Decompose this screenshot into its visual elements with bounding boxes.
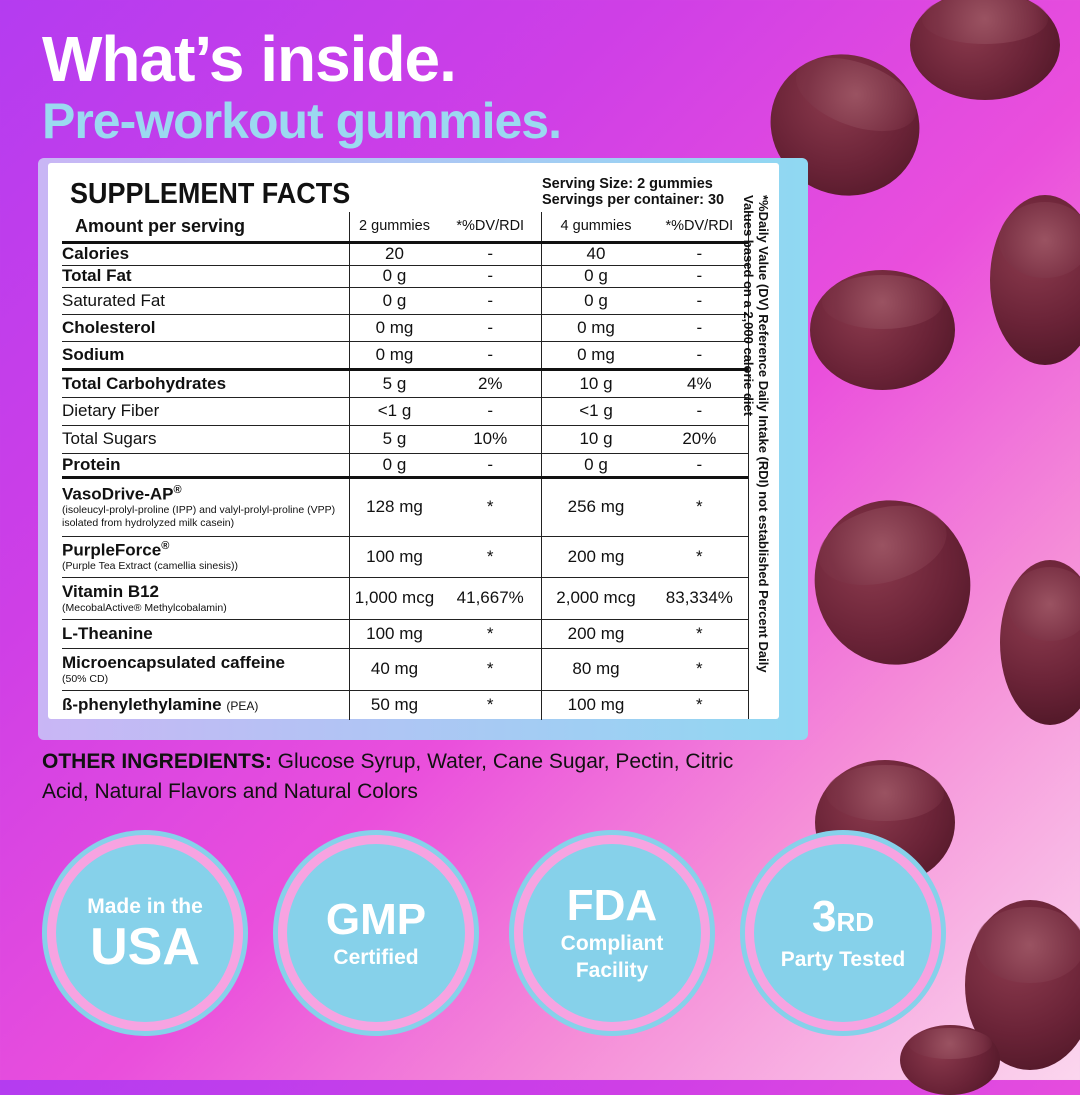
table-row: Microencapsulated caffeine (50% CD) 40 mg… — [62, 648, 749, 691]
table-row: Sodium 0 mg - 0 mg - — [62, 341, 749, 371]
badge-text: Facility — [575, 959, 649, 982]
other-ingredients-label: OTHER INGREDIENTS: — [42, 750, 272, 773]
gummy-image — [796, 482, 989, 683]
badge-text: Certified — [333, 945, 419, 969]
table-header: Amount per serving 2 gummies *%DV/RDI 4 … — [62, 212, 749, 244]
table-row: PurpleForce® (Purple Tea Extract (camelli… — [62, 536, 749, 578]
badge-text: Party Tested — [780, 948, 906, 971]
table-row: Cholesterol 0 mg - 0 mg - — [62, 314, 749, 342]
supplement-facts-table: Amount per serving 2 gummies *%DV/RDI 4 … — [62, 212, 749, 720]
gummy-image — [810, 270, 955, 390]
servings-per-container: Servings per container: 30 — [542, 192, 725, 208]
table-row: ß-phenylethylamine (PEA) 50 mg * 100 mg … — [62, 690, 749, 720]
gummy-image — [965, 900, 1080, 1070]
table-row: VasoDrive-AP® (isoleucyl-prolyl-proline (… — [62, 477, 749, 537]
table-row: Total Carbohydrates 5 g 2% 10 g 4% — [62, 369, 749, 398]
third-party-tested-badge: 3RD Party Tested — [754, 844, 932, 1022]
dv-footnote: *%Daily Value (DV) Reference Daily Intak… — [741, 195, 771, 673]
badge-text: Made in the — [87, 894, 203, 918]
table-right-border — [748, 212, 749, 719]
table-row: Calories 20 - 40 - — [62, 242, 749, 266]
fda-compliant-badge: FDA Compliant Facility — [523, 844, 701, 1022]
gummy-image — [910, 0, 1060, 100]
badge-title: FDA — [566, 881, 658, 930]
facts-title: SUPPLEMENT FACTS — [70, 178, 351, 210]
table-row: Dietary Fiber <1 g - <1 g - — [62, 397, 749, 426]
table-row: Protein 0 g - 0 g - — [62, 453, 749, 479]
gummy-image — [900, 1025, 1000, 1095]
table-row: Total Fat 0 g - 0 g - — [62, 265, 749, 288]
serving-info: Serving Size: 2 gummies Servings per con… — [542, 176, 724, 208]
gummy-image — [1000, 560, 1080, 725]
badge-title: GMP — [325, 894, 427, 944]
headline: What’s inside. — [42, 23, 457, 95]
table-row: Total Sugars 5 g 10% 10 g 20% — [62, 425, 749, 454]
gmp-certified-badge: GMP Certified — [287, 844, 465, 1022]
table-row: L-Theanine 100 mg * 200 mg * — [62, 619, 749, 649]
table-row: Vitamin B12 (MecobalActive® Methylcobalam… — [62, 577, 749, 620]
badge-title: 3RD — [811, 892, 875, 941]
gummy-image — [990, 195, 1080, 365]
other-ingredients-text: Glucose Syrup, Water, Cane Sugar, Pectin… — [42, 750, 734, 803]
table-row: Saturated Fat 0 g - 0 g - — [62, 287, 749, 315]
other-ingredients: OTHER INGREDIENTS: Glucose Syrup, Water,… — [42, 747, 762, 807]
serving-size: Serving Size: 2 gummies — [542, 176, 713, 192]
subheadline: Pre-workout gummies. — [42, 93, 562, 149]
badge-title: USA — [90, 917, 200, 976]
badge-text: Compliant — [560, 932, 664, 955]
made-in-usa-badge: Made in the USA — [56, 844, 234, 1022]
